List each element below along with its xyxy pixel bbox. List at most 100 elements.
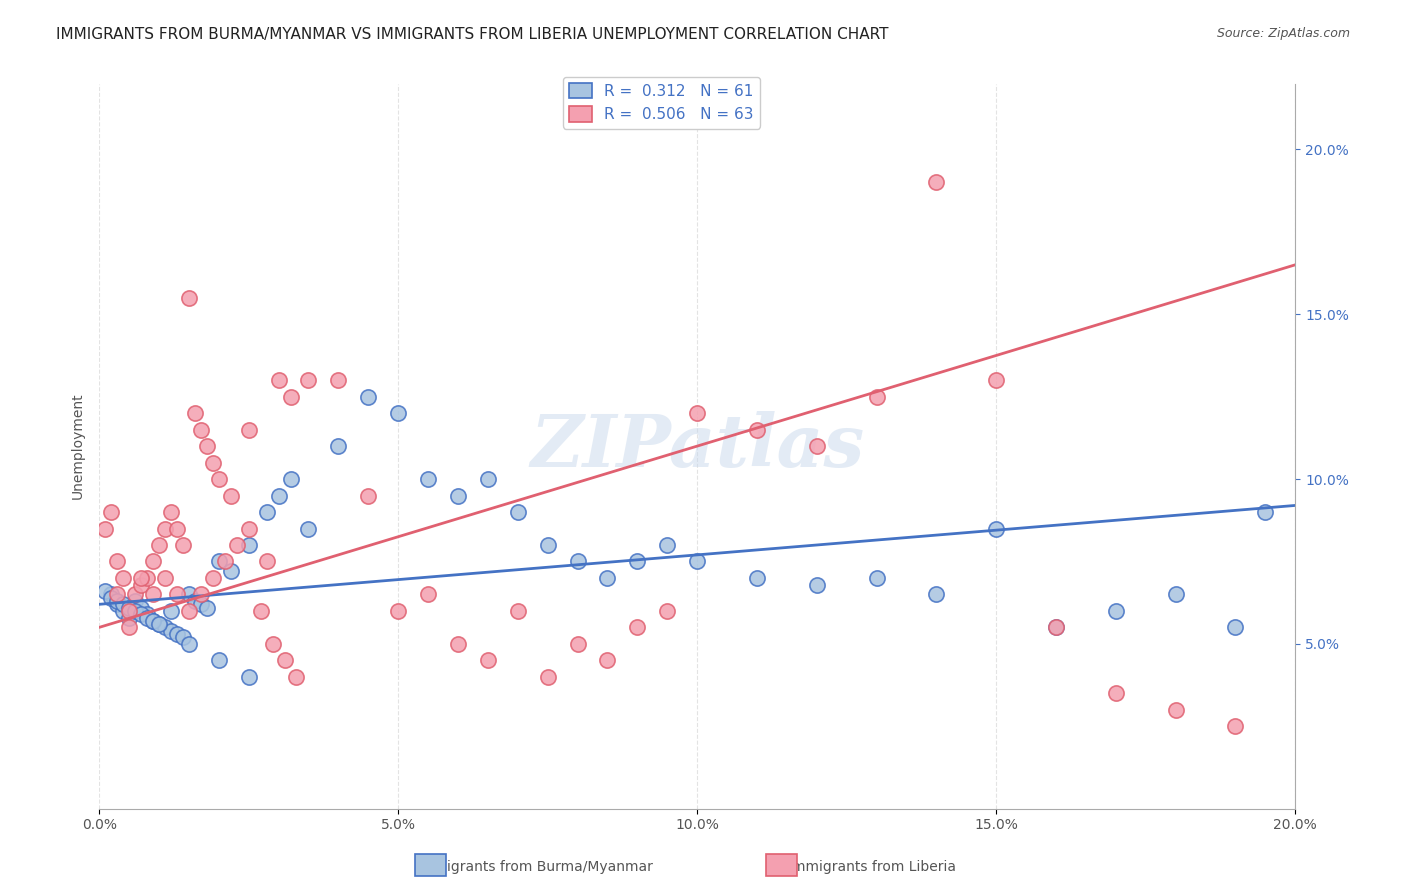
Point <box>745 571 768 585</box>
Point <box>100 591 122 605</box>
Point <box>280 472 302 486</box>
Point <box>124 594 146 608</box>
Point <box>153 571 176 585</box>
Point <box>657 604 679 618</box>
Point <box>1105 686 1128 700</box>
Point <box>256 554 278 568</box>
Point <box>806 577 828 591</box>
Point <box>118 604 141 618</box>
Point <box>124 604 146 618</box>
Point <box>129 571 152 585</box>
Text: ZIPatlas: ZIPatlas <box>530 410 865 482</box>
Point <box>273 653 295 667</box>
Point <box>238 423 260 437</box>
Point <box>184 406 207 420</box>
Point <box>328 373 350 387</box>
Point <box>297 522 319 536</box>
Point <box>865 571 887 585</box>
Point <box>357 390 380 404</box>
Point <box>214 554 236 568</box>
Point <box>238 522 260 536</box>
Point <box>148 617 170 632</box>
Point <box>142 614 165 628</box>
Point <box>160 505 183 519</box>
Point <box>112 604 135 618</box>
Point <box>285 670 308 684</box>
Point <box>166 587 188 601</box>
Point <box>136 610 159 624</box>
Point <box>1225 620 1247 634</box>
Text: Source: ZipAtlas.com: Source: ZipAtlas.com <box>1216 27 1350 40</box>
Point <box>105 594 128 608</box>
Point <box>195 439 218 453</box>
Point <box>1254 505 1277 519</box>
Point <box>136 571 159 585</box>
Point <box>208 472 231 486</box>
Point <box>238 670 260 684</box>
Point <box>1045 620 1067 634</box>
Point <box>387 406 409 420</box>
Point <box>118 620 141 634</box>
Point <box>506 604 529 618</box>
Point <box>1105 604 1128 618</box>
Point <box>100 505 122 519</box>
Point <box>626 620 648 634</box>
Point <box>129 607 152 622</box>
Point <box>184 594 207 608</box>
Point <box>297 373 319 387</box>
Point <box>177 587 200 601</box>
Point <box>160 624 183 638</box>
Point <box>190 423 212 437</box>
Point <box>596 571 619 585</box>
Point <box>1164 587 1187 601</box>
Y-axis label: Unemployment: Unemployment <box>72 392 86 500</box>
Point <box>416 587 439 601</box>
Point <box>112 597 135 611</box>
Point <box>506 505 529 519</box>
Point <box>249 604 271 618</box>
Point <box>160 604 183 618</box>
Point <box>537 670 560 684</box>
Text: IMMIGRANTS FROM BURMA/MYANMAR VS IMMIGRANTS FROM LIBERIA UNEMPLOYMENT CORRELATIO: IMMIGRANTS FROM BURMA/MYANMAR VS IMMIGRA… <box>56 27 889 42</box>
Point <box>219 565 242 579</box>
Point <box>105 587 128 601</box>
Point <box>537 538 560 552</box>
Legend: R =  0.312   N = 61, R =  0.506   N = 63: R = 0.312 N = 61, R = 0.506 N = 63 <box>562 77 759 128</box>
Point <box>986 522 1008 536</box>
Point <box>118 600 141 615</box>
Point <box>357 489 380 503</box>
Text: Immigrants from Liberia: Immigrants from Liberia <box>787 860 956 874</box>
Point <box>153 522 176 536</box>
Point <box>219 489 242 503</box>
Point <box>129 600 152 615</box>
Point <box>190 587 212 601</box>
Point <box>201 456 224 470</box>
Point <box>136 607 159 622</box>
Point <box>657 538 679 552</box>
Point <box>105 597 128 611</box>
Point <box>148 617 170 632</box>
Point <box>865 390 887 404</box>
Point <box>142 554 165 568</box>
Point <box>166 627 188 641</box>
Point <box>112 571 135 585</box>
Point <box>225 538 247 552</box>
Point <box>129 577 152 591</box>
Point <box>208 653 231 667</box>
Point <box>626 554 648 568</box>
Point <box>100 587 122 601</box>
Point <box>416 472 439 486</box>
Point <box>142 614 165 628</box>
Point <box>925 176 948 190</box>
Point <box>596 653 619 667</box>
Point <box>190 597 212 611</box>
Point <box>177 604 200 618</box>
Point <box>447 489 470 503</box>
Point <box>447 637 470 651</box>
Point <box>166 522 188 536</box>
Point <box>142 587 165 601</box>
Point <box>745 423 768 437</box>
Point <box>105 554 128 568</box>
Point <box>925 587 948 601</box>
Point <box>1164 703 1187 717</box>
